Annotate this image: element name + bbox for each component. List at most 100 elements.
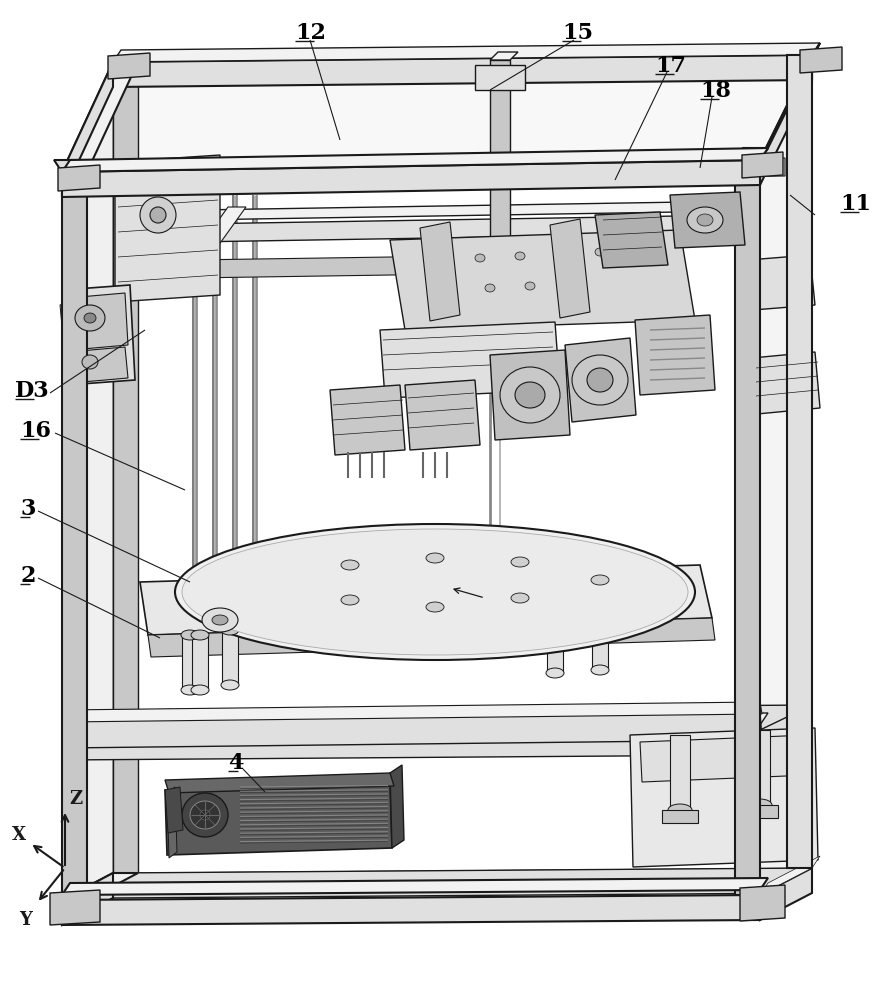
Polygon shape (62, 172, 87, 900)
Ellipse shape (341, 595, 359, 605)
Ellipse shape (426, 553, 444, 563)
Polygon shape (748, 255, 815, 310)
Ellipse shape (748, 799, 772, 811)
Polygon shape (167, 787, 177, 858)
Polygon shape (635, 315, 715, 395)
Polygon shape (115, 155, 220, 302)
Ellipse shape (181, 630, 199, 640)
Text: Z: Z (69, 790, 82, 808)
Polygon shape (130, 201, 747, 221)
Polygon shape (192, 635, 208, 690)
Ellipse shape (635, 246, 645, 254)
Polygon shape (760, 868, 812, 920)
Text: Y: Y (19, 911, 32, 929)
Polygon shape (58, 165, 100, 191)
Polygon shape (62, 62, 113, 197)
Ellipse shape (341, 560, 359, 570)
Polygon shape (760, 43, 820, 160)
Polygon shape (222, 630, 238, 685)
Ellipse shape (435, 256, 445, 264)
Ellipse shape (591, 665, 609, 675)
Polygon shape (68, 347, 128, 383)
Ellipse shape (191, 685, 209, 695)
Ellipse shape (687, 207, 723, 233)
Polygon shape (190, 253, 660, 278)
Ellipse shape (668, 804, 692, 816)
Ellipse shape (515, 382, 545, 408)
Polygon shape (62, 712, 762, 748)
Polygon shape (742, 805, 778, 818)
Ellipse shape (475, 254, 485, 262)
Ellipse shape (595, 248, 605, 256)
Polygon shape (740, 885, 785, 921)
Polygon shape (670, 735, 690, 810)
Ellipse shape (84, 313, 96, 323)
Polygon shape (330, 385, 405, 455)
Polygon shape (62, 710, 138, 735)
Ellipse shape (500, 367, 560, 423)
Polygon shape (735, 148, 768, 160)
Ellipse shape (221, 625, 239, 635)
Polygon shape (148, 618, 715, 657)
Polygon shape (760, 705, 812, 755)
Polygon shape (752, 352, 820, 414)
Polygon shape (662, 810, 698, 823)
Text: 4: 4 (228, 752, 244, 774)
Text: 12: 12 (295, 22, 326, 44)
Polygon shape (130, 165, 175, 243)
Ellipse shape (525, 282, 535, 290)
Ellipse shape (221, 680, 239, 690)
Polygon shape (62, 713, 768, 730)
Polygon shape (50, 890, 100, 925)
Polygon shape (130, 215, 740, 243)
Polygon shape (62, 285, 135, 385)
Polygon shape (787, 55, 812, 868)
Polygon shape (760, 55, 812, 895)
Text: 15: 15 (562, 22, 593, 44)
Polygon shape (62, 702, 762, 722)
Polygon shape (62, 62, 138, 172)
Ellipse shape (565, 280, 575, 288)
Ellipse shape (202, 608, 238, 632)
Polygon shape (113, 868, 812, 898)
Polygon shape (62, 160, 760, 197)
Polygon shape (547, 618, 563, 673)
Ellipse shape (200, 810, 210, 820)
Polygon shape (722, 215, 740, 233)
Polygon shape (165, 783, 392, 855)
Polygon shape (108, 53, 150, 79)
Ellipse shape (182, 793, 228, 837)
Ellipse shape (181, 685, 199, 695)
Polygon shape (62, 710, 113, 760)
Ellipse shape (82, 355, 98, 369)
Polygon shape (140, 565, 712, 635)
Polygon shape (62, 895, 760, 925)
Polygon shape (380, 322, 560, 398)
Polygon shape (60, 302, 72, 348)
Ellipse shape (190, 801, 220, 829)
Polygon shape (390, 765, 404, 848)
Ellipse shape (546, 613, 564, 623)
Ellipse shape (485, 284, 495, 292)
Ellipse shape (175, 524, 695, 660)
Polygon shape (390, 230, 695, 330)
Text: X: X (12, 826, 26, 844)
Text: 17: 17 (655, 55, 686, 77)
Polygon shape (800, 47, 842, 73)
Polygon shape (592, 615, 608, 670)
Ellipse shape (591, 575, 609, 585)
Text: 16: 16 (20, 420, 51, 442)
Text: D3: D3 (15, 380, 50, 402)
Polygon shape (595, 212, 668, 268)
Polygon shape (182, 635, 198, 690)
Polygon shape (62, 148, 768, 172)
Polygon shape (54, 160, 87, 172)
Polygon shape (735, 160, 760, 895)
Polygon shape (565, 338, 636, 422)
Polygon shape (742, 152, 783, 178)
Polygon shape (490, 60, 510, 290)
Text: 2: 2 (20, 565, 36, 587)
Polygon shape (640, 735, 810, 782)
Polygon shape (490, 350, 570, 440)
Ellipse shape (182, 529, 688, 655)
